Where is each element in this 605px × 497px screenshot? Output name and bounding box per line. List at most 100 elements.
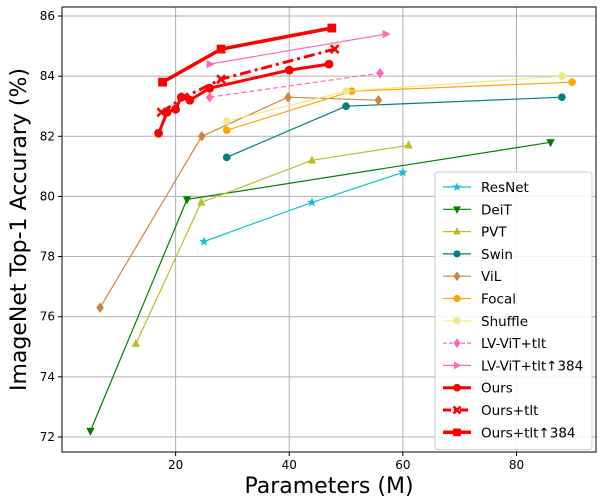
data-point: [222, 126, 231, 135]
legend-item: LV-ViT+tlt: [443, 336, 546, 352]
series-Ours+tlt: [156, 44, 340, 118]
data-point: [284, 91, 292, 103]
series-line: [226, 81, 573, 131]
data-point: [179, 92, 190, 103]
legend-label: Swin: [481, 247, 513, 263]
series-DeiT: [86, 139, 555, 436]
data-point: [568, 78, 576, 87]
data-point: [199, 236, 210, 246]
legend: ResNet DeiT PVT Swin ViL Focal Shuffle LV-ViT+t…: [434, 171, 593, 451]
legend-marker: [453, 338, 461, 348]
legend-marker: [453, 250, 461, 258]
legend-label: LV-ViT+tlt: [481, 336, 546, 352]
series-LV-ViT+tlt: [205, 67, 384, 103]
legend-marker: [453, 271, 461, 282]
data-point: [196, 197, 206, 206]
axis-ticks: 20 40 60 80 72 74 76 78 80 82 84 86: [40, 9, 524, 472]
data-point: [327, 23, 337, 33]
data-point: [86, 427, 95, 436]
legend-label: Ours+tlt↑384: [481, 425, 576, 441]
series-Ours+tlt↑384: [158, 23, 337, 87]
legend-marker: [453, 383, 461, 392]
data-point: [329, 44, 340, 55]
data-point: [182, 196, 192, 205]
series-lines: [86, 23, 576, 436]
data-point: [342, 102, 350, 111]
data-point: [154, 128, 163, 138]
series-Shuffle: [222, 72, 566, 126]
y-tick-label: 72: [40, 430, 55, 444]
data-point: [171, 104, 181, 114]
legend-label: ResNet: [481, 180, 529, 196]
legend-item: Ours: [443, 381, 513, 397]
legend-marker: [452, 405, 462, 415]
legend-label: LV-ViT+tlt↑384: [481, 358, 583, 374]
series-Focal: [222, 78, 576, 135]
legend-marker: [453, 206, 461, 214]
legend-marker: [453, 428, 461, 437]
series-line: [99, 96, 379, 309]
legend-label: DeiT: [481, 202, 512, 218]
legend-marker: [454, 361, 462, 370]
y-tick-label: 74: [40, 370, 55, 384]
data-point: [206, 59, 215, 69]
data-point: [156, 107, 167, 118]
series-line: [209, 33, 386, 65]
data-point: [558, 72, 566, 81]
data-point: [306, 197, 317, 207]
data-point: [131, 338, 141, 347]
data-point: [404, 140, 413, 149]
data-point: [158, 77, 167, 87]
series-ViL: [96, 91, 383, 313]
data-point: [324, 59, 334, 69]
data-point: [558, 93, 566, 102]
legend-item: ViL: [443, 269, 502, 285]
legend-item: DeiT: [443, 202, 512, 218]
data-point: [284, 65, 294, 75]
x-tick-label: 80: [509, 458, 524, 472]
series-Swin: [222, 93, 566, 162]
legend-label: ViL: [481, 269, 502, 285]
legend-label: PVT: [481, 225, 507, 241]
legend-item: ResNet: [443, 180, 529, 196]
y-tick-label: 82: [40, 129, 55, 143]
y-axis-label: ImageNet Top-1 Accurary (%): [7, 68, 32, 391]
data-point: [205, 91, 214, 103]
legend-item: Shuffle: [443, 314, 528, 330]
data-point: [216, 74, 226, 85]
legend-box: [434, 171, 593, 451]
data-point: [342, 87, 350, 96]
series-line: [209, 72, 381, 98]
legend-item: Ours+tlt↑384: [443, 425, 576, 441]
legend-marker: [453, 294, 461, 303]
x-tick-label: 60: [395, 458, 410, 472]
legend-item: Swin: [443, 247, 513, 263]
data-point: [376, 67, 384, 79]
legend-item: Focal: [443, 292, 516, 308]
data-point: [382, 29, 391, 39]
series-PVT: [131, 140, 413, 347]
legend-marker: [453, 317, 461, 325]
data-point: [374, 94, 383, 106]
x-tick-label: 40: [282, 458, 297, 472]
y-tick-label: 76: [40, 310, 55, 324]
legend-label: Ours+tlt: [481, 403, 538, 419]
y-tick-label: 78: [40, 250, 55, 264]
data-point: [397, 167, 408, 177]
legend-label: Focal: [481, 292, 516, 308]
data-point: [546, 139, 555, 148]
data-point: [222, 117, 231, 126]
y-tick-label: 80: [40, 189, 55, 203]
series-line: [135, 144, 409, 345]
data-point: [222, 153, 231, 162]
plot-frame: [61, 6, 597, 453]
x-tick-label: 20: [168, 458, 183, 472]
legend-item: PVT: [443, 225, 507, 241]
data-point: [216, 44, 226, 54]
y-tick-label: 86: [40, 9, 55, 23]
data-point: [185, 95, 195, 105]
series-LV-ViT+tlt↑384: [206, 29, 391, 69]
series-line: [160, 47, 336, 114]
data-point: [197, 131, 206, 142]
